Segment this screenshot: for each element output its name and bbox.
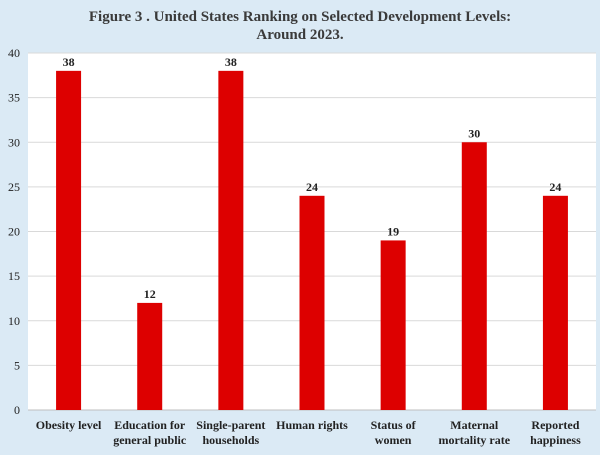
bar xyxy=(137,302,163,410)
category-label: Human rights xyxy=(276,418,348,432)
data-label: 12 xyxy=(144,287,156,301)
bar xyxy=(542,195,568,410)
y-tick-label: 25 xyxy=(8,180,20,194)
data-label: 19 xyxy=(387,224,399,238)
y-tick-label: 20 xyxy=(8,225,20,239)
data-label: 38 xyxy=(225,55,237,69)
y-tick-label: 35 xyxy=(8,91,20,105)
data-label: 24 xyxy=(306,180,318,194)
category-label: Reported happiness xyxy=(530,418,581,447)
chart-title-line-1: Figure 3 . United States Ranking on Sele… xyxy=(88,9,512,25)
chart-title-line-2: Around 2023. xyxy=(256,27,344,43)
bar xyxy=(461,142,487,410)
bar xyxy=(56,70,82,410)
y-tick-label: 5 xyxy=(14,358,20,372)
y-tick-label: 10 xyxy=(8,314,20,328)
bar xyxy=(380,240,406,410)
category-label: Obesity level xyxy=(36,418,102,432)
category-label: Education for general public xyxy=(113,418,187,447)
data-label: 30 xyxy=(468,126,480,140)
bar xyxy=(218,70,244,410)
data-label: 24 xyxy=(549,180,561,194)
data-label: 38 xyxy=(63,55,75,69)
y-tick-label: 0 xyxy=(14,403,20,417)
bar xyxy=(299,195,325,410)
category-label: Status of women xyxy=(371,418,417,447)
y-tick-label: 15 xyxy=(8,269,20,283)
category-label: Single-parent households xyxy=(196,418,265,447)
y-tick-label: 40 xyxy=(8,46,20,60)
y-tick-label: 30 xyxy=(8,135,20,149)
category-label: Maternal mortality rate xyxy=(438,418,510,447)
